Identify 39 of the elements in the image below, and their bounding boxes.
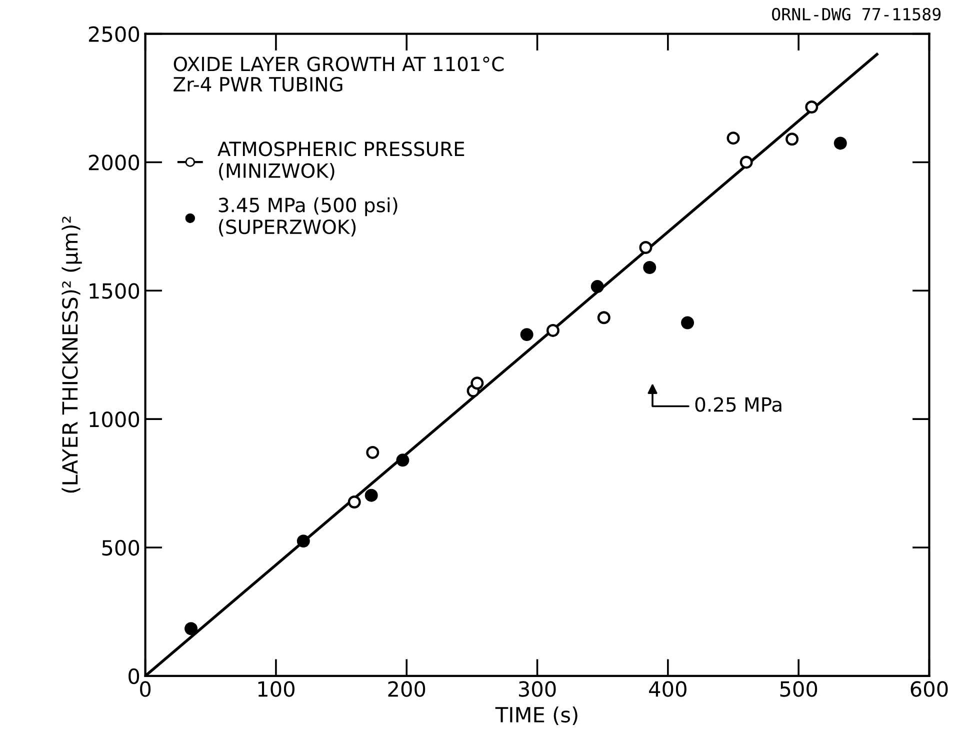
x-tick-label: 600 — [910, 681, 948, 697]
y-tick-label: 1000 — [90, 412, 140, 428]
point — [643, 261, 656, 274]
point — [364, 488, 378, 502]
point — [590, 280, 604, 294]
y-tick-label: 2500 — [88, 26, 140, 42]
annotation: 0.25 MPa — [695, 397, 782, 412]
point — [184, 622, 198, 636]
point — [597, 311, 610, 324]
y-tick-label: 2000 — [88, 154, 140, 170]
point — [681, 316, 694, 330]
x-tick-label: 200 — [388, 681, 426, 697]
point — [726, 132, 740, 145]
annotation: OXIDE LAYER GROWTH AT 1101°C Zr-4 PWR TUBING — [174, 56, 504, 92]
y-tick-label: 500 — [102, 540, 140, 556]
point — [520, 328, 534, 342]
point — [396, 454, 410, 467]
y-tick-label: 0 — [128, 668, 140, 684]
point — [786, 132, 799, 146]
legend-label: 3.45 MPa (500 psi) (SUPERZWOK) — [218, 197, 398, 236]
y-axis-title: (LAYER THICKNESS)² (μm)² — [62, 216, 82, 493]
x-tick-label: 0 — [140, 681, 151, 697]
point — [366, 446, 380, 459]
point — [805, 100, 818, 114]
point — [296, 534, 310, 548]
x-axis-title: TIME (s) — [495, 706, 578, 726]
x-tick-label: 400 — [649, 681, 686, 697]
x-tick-label: 300 — [518, 681, 556, 697]
point — [834, 136, 847, 150]
text: ORNL-DWG 77-11589 — [772, 8, 941, 20]
point — [348, 496, 361, 509]
legend-label: ATMOSPHERIC PRESSURE (MINIZWOK) — [218, 142, 464, 180]
point — [740, 156, 753, 169]
x-tick-label: 100 — [258, 681, 294, 697]
point — [639, 241, 652, 254]
x-tick-label: 500 — [780, 681, 818, 697]
y-tick-label: 1500 — [90, 283, 140, 299]
point — [546, 324, 560, 337]
point — [470, 376, 484, 390]
